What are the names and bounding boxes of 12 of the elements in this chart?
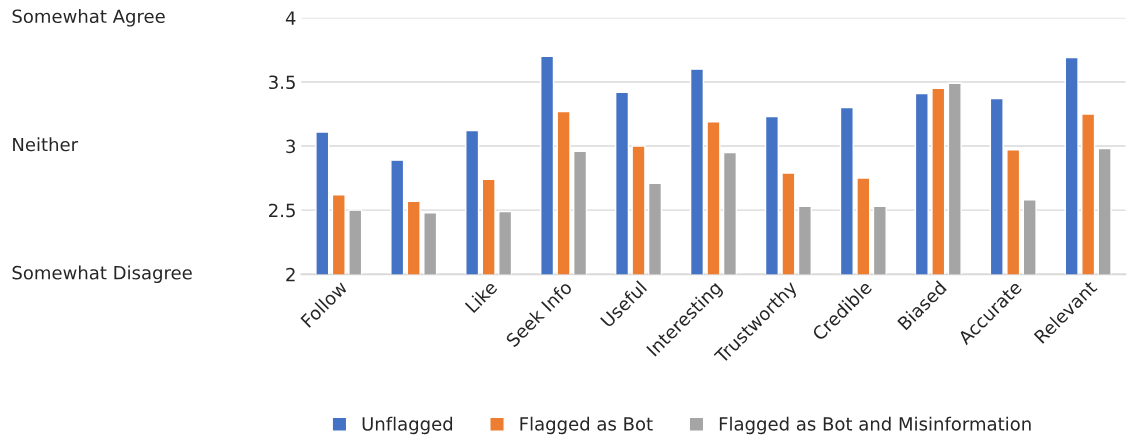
y-tick-label: 3 [286,139,295,154]
text: Neither [13,137,79,152]
y-tick-label: 2 [286,267,295,282]
x-tick-label: Like [464,279,498,314]
y-tick-label: 2.5 [269,203,295,218]
legend-label: Unflagged [362,416,453,435]
text: Somewhat Disagree [12,265,192,284]
text: Somewhat Agree [12,9,165,27]
legend-label: Flagged as Bot and Misinformation [719,416,1031,435]
legend-label: Flagged as Bot [520,416,653,435]
y-tick-label: 3.5 [269,75,295,90]
y-tick-label: 4 [285,11,296,25]
